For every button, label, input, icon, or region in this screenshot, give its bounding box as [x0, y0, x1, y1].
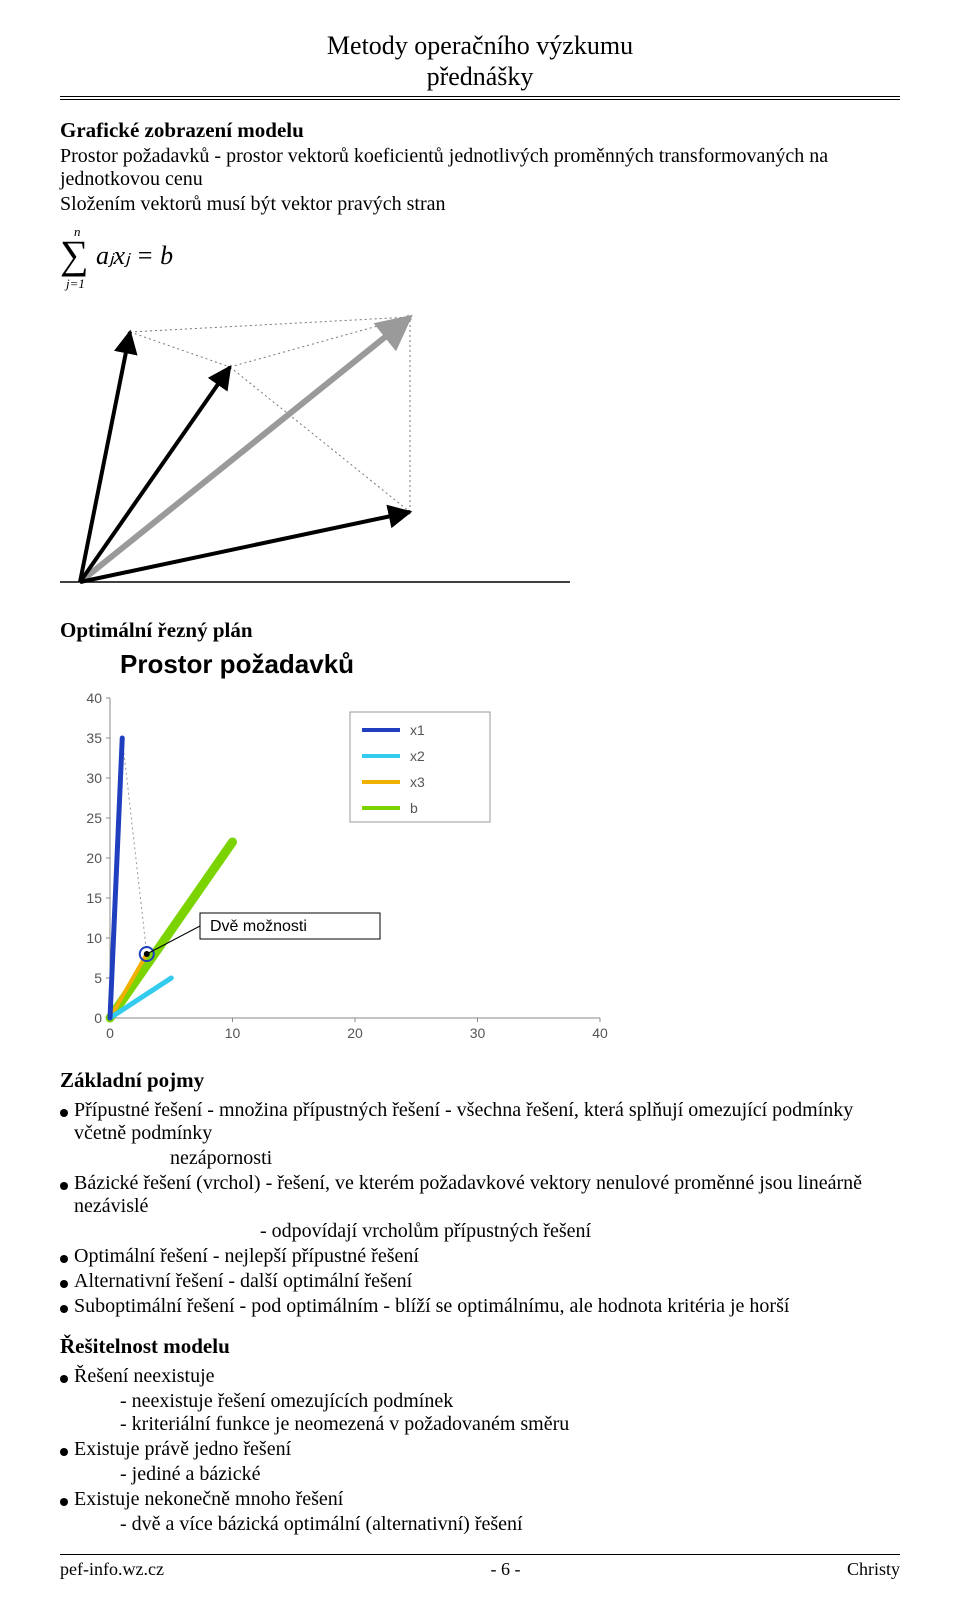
- bullet-dot-icon: [60, 1375, 68, 1383]
- section-heading-resitelnost: Řešitelnost modelu: [60, 1334, 900, 1359]
- svg-text:30: 30: [86, 770, 102, 786]
- bullet-continuation: - odpovídají vrcholům přípustných řešení: [260, 1220, 900, 1243]
- bullet-dot-icon: [60, 1498, 68, 1506]
- svg-text:15: 15: [86, 890, 102, 906]
- prostor-chart: 0 5 10 15 20 25 30 35 40 0 10 20 30 40 Dvě možnosti x1 x…: [60, 688, 620, 1048]
- formula-lower: j=1: [64, 276, 85, 291]
- bullet-dot-icon: [60, 1109, 68, 1117]
- svg-text:0: 0: [106, 1025, 114, 1041]
- header-rule-2: [60, 99, 900, 100]
- body-line-1: Prostor požadavků - prostor vektorů koef…: [60, 145, 900, 191]
- section-heading-optimalni: Optimální řezný plán: [60, 618, 900, 643]
- footer-right: Christy: [847, 1559, 900, 1580]
- svg-text:10: 10: [225, 1025, 241, 1041]
- svg-text:25: 25: [86, 810, 102, 826]
- bullet-item: Bázické řešení (vrchol) - řešení, ve kte…: [60, 1172, 900, 1218]
- svg-text:x2: x2: [410, 748, 425, 764]
- bullet-subline: - neexistuje řešení omezujících podmínek: [120, 1390, 900, 1413]
- chart-title: Prostor požadavků: [120, 649, 900, 680]
- svg-text:10: 10: [86, 930, 102, 946]
- bullet-subline: - dvě a více bázická optimální (alternat…: [120, 1513, 900, 1536]
- bullet-text: Bázické řešení (vrchol) - řešení, ve kte…: [74, 1172, 900, 1218]
- svg-text:40: 40: [592, 1025, 608, 1041]
- header-rule: [60, 96, 900, 97]
- formula-body: aⱼxⱼ = b: [96, 241, 173, 270]
- chart-annotation: Dvě možnosti: [210, 918, 307, 935]
- svg-text:∑: ∑: [60, 232, 89, 277]
- bullet-text: Existuje nekonečně mnoho řešení: [74, 1488, 900, 1511]
- svg-text:0: 0: [94, 1010, 102, 1026]
- doc-title-1: Metody operačního výzkumu: [60, 30, 900, 61]
- svg-text:20: 20: [86, 850, 102, 866]
- sum-formula: n ∑ j=1 aⱼxⱼ = b: [60, 222, 900, 292]
- bullet-item: Přípustné řešení - množina přípustných ř…: [60, 1099, 900, 1145]
- section-heading-graficke: Grafické zobrazení modelu: [60, 118, 900, 143]
- svg-text:x1: x1: [410, 722, 425, 738]
- footer-left: pef-info.wz.cz: [60, 1559, 164, 1580]
- svg-text:b: b: [410, 800, 418, 816]
- bullet-dot-icon: [60, 1255, 68, 1263]
- svg-text:x3: x3: [410, 774, 425, 790]
- bullet-item: Alternativní řešení - další optimální ře…: [60, 1270, 900, 1293]
- bullet-text: Existuje právě jedno řešení: [74, 1438, 900, 1461]
- bullet-subline: - jediné a bázické: [120, 1463, 900, 1486]
- bullet-subline: - kriteriální funkce je neomezená v poža…: [120, 1413, 900, 1436]
- doc-title-2: přednášky: [60, 61, 900, 92]
- svg-text:40: 40: [86, 690, 102, 706]
- svg-text:5: 5: [94, 970, 102, 986]
- bullet-text: Optimální řešení - nejlepší přípustné ře…: [74, 1245, 900, 1268]
- bullet-continuation: nezápornosti: [170, 1147, 900, 1170]
- footer-center: - 6 -: [490, 1559, 520, 1580]
- bullet-dot-icon: [60, 1182, 68, 1190]
- bullet-item: Optimální řešení - nejlepší přípustné ře…: [60, 1245, 900, 1268]
- bullet-item: Řešení neexistuje: [60, 1365, 900, 1388]
- bullet-dot-icon: [60, 1280, 68, 1288]
- bullet-item: Existuje právě jedno řešení: [60, 1438, 900, 1461]
- bullet-item: Existuje nekonečně mnoho řešení: [60, 1488, 900, 1511]
- bullet-dot-icon: [60, 1448, 68, 1456]
- page-footer: pef-info.wz.cz - 6 - Christy: [60, 1554, 900, 1580]
- svg-text:20: 20: [347, 1025, 363, 1041]
- bullet-text: Přípustné řešení - množina přípustných ř…: [74, 1099, 900, 1145]
- bullet-list-resitelnost: Řešení neexistuje- neexistuje řešení ome…: [60, 1365, 900, 1536]
- body-line-2: Složením vektorů musí být vektor pravých…: [60, 193, 900, 216]
- svg-text:35: 35: [86, 730, 102, 746]
- bullet-text: Suboptimální řešení - pod optimálním - b…: [74, 1295, 900, 1318]
- svg-text:30: 30: [470, 1025, 486, 1041]
- bullet-dot-icon: [60, 1305, 68, 1313]
- bullet-text: Řešení neexistuje: [74, 1365, 900, 1388]
- vector-diagram: [60, 302, 580, 602]
- bullet-item: Suboptimální řešení - pod optimálním - b…: [60, 1295, 900, 1318]
- section-heading-zakladni: Základní pojmy: [60, 1068, 900, 1093]
- bullet-list-pojmy: Přípustné řešení - množina přípustných ř…: [60, 1099, 900, 1318]
- bullet-text: Alternativní řešení - další optimální ře…: [74, 1270, 900, 1293]
